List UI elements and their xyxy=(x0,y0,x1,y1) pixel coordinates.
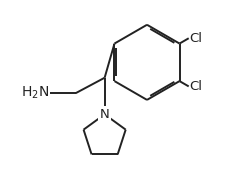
Text: Cl: Cl xyxy=(190,80,203,93)
Text: H$_2$N: H$_2$N xyxy=(21,85,49,101)
Text: Cl: Cl xyxy=(190,32,203,45)
Text: N: N xyxy=(100,108,109,121)
